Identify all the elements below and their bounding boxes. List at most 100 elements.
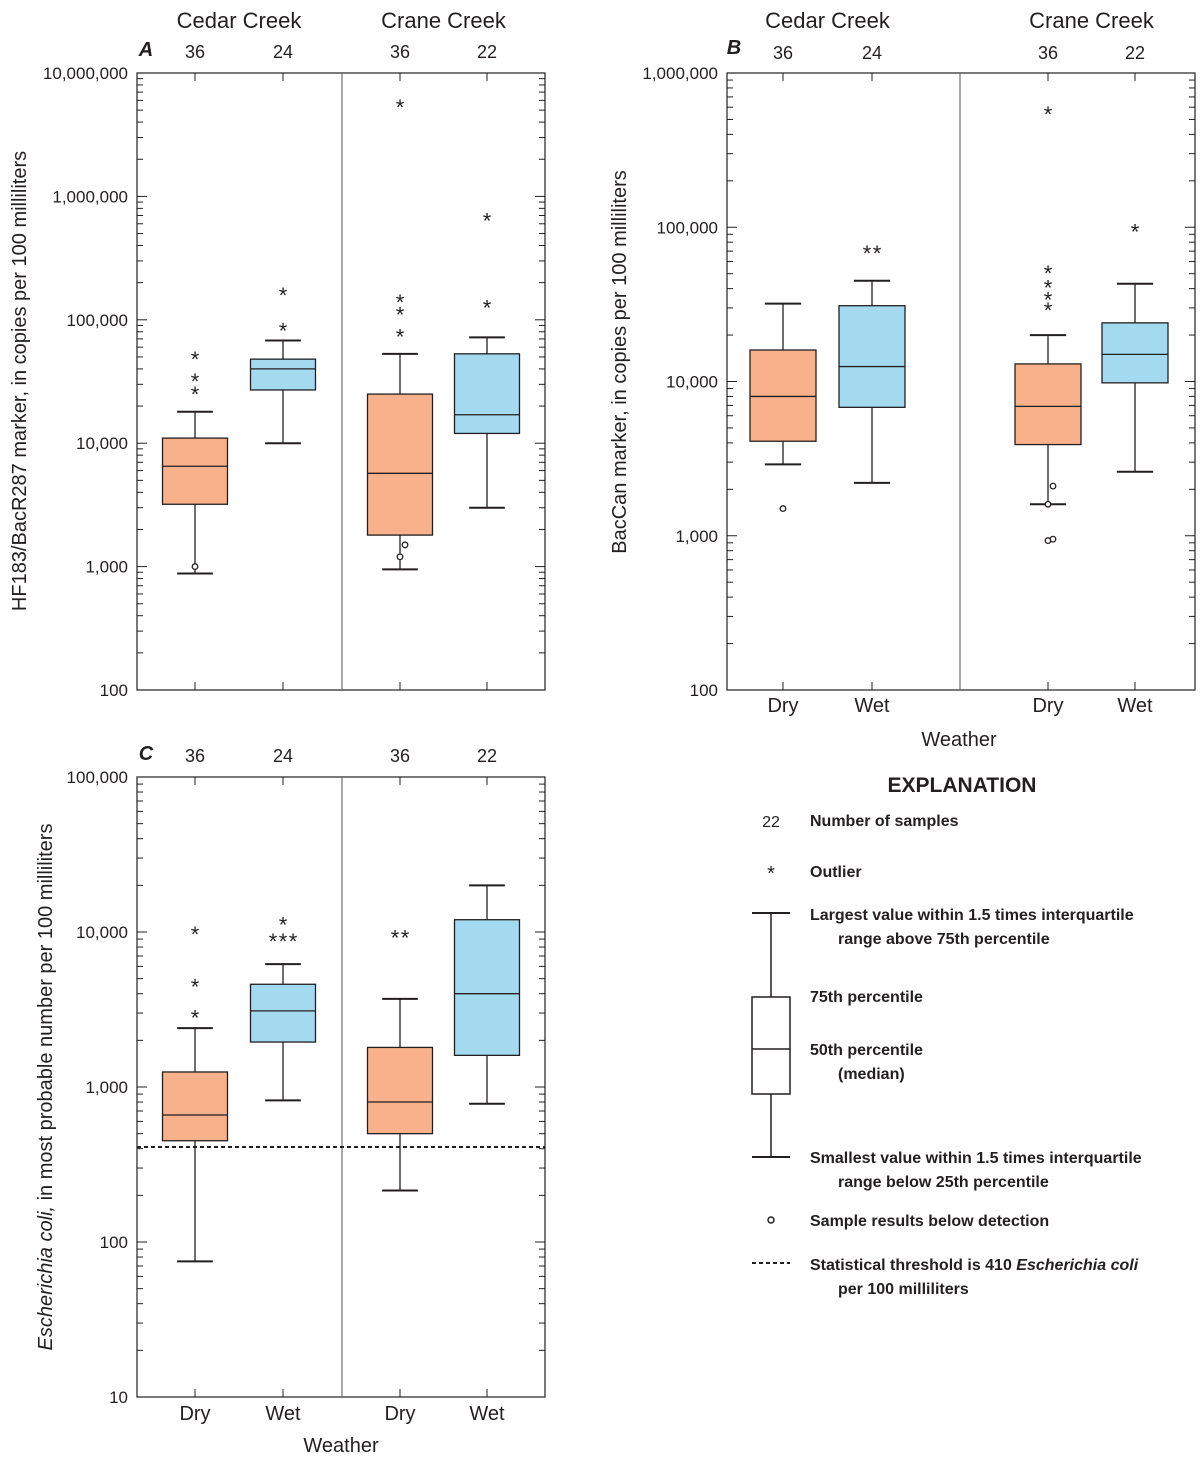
outlier-point: *	[863, 241, 872, 266]
iqr-box	[161, 437, 229, 505]
iqr-box	[749, 349, 817, 442]
outlier-point: *	[191, 974, 200, 999]
outlier-point: *	[396, 302, 405, 327]
outlier-point: *	[191, 369, 200, 394]
y-axis-title-rest: in most probable number per 100 millilit…	[35, 824, 57, 1206]
y-axis-title: HF183/BacR287 marker, in copies per 100 …	[9, 151, 31, 611]
outlier-point: *	[279, 283, 288, 308]
y-tick-label: 10,000	[76, 434, 128, 453]
boxplot-crane-creek-dry: 36****	[366, 42, 434, 571]
site-label: Cedar Creek	[765, 8, 891, 33]
boxplot-cedar-creek-dry: 36***	[161, 42, 229, 575]
legend-p50-line2: (median)	[838, 1066, 905, 1083]
y-tick-label: 1,000,000	[642, 64, 718, 83]
outlier-point: *	[396, 325, 405, 350]
outlier-point: *	[401, 925, 410, 950]
below-detection-point	[1049, 482, 1057, 490]
outlier-point: *	[269, 929, 278, 954]
y-tick-label: 10	[109, 1388, 128, 1407]
panel-b: 100 1,000 10,000 100,000 1,000,000 B Cedar Cre…	[609, 8, 1196, 751]
legend-box	[751, 996, 791, 1095]
outlier-point: *	[191, 1005, 200, 1030]
iqr-box	[453, 919, 521, 1057]
outlier-point: *	[1044, 298, 1053, 323]
legend-sample-number: 22	[762, 814, 780, 831]
outlier-point: *	[483, 296, 492, 321]
y-tick-label: 1,000	[675, 527, 718, 546]
legend-largest-line1: Largest value within 1.5 times interquar…	[810, 907, 1134, 924]
iqr-box	[366, 393, 434, 536]
plot-frame	[136, 72, 546, 691]
legend-number-of-samples-label: Number of samples	[810, 813, 959, 830]
boxplot-cedar-creek-wet: 24 Wet * *	[838, 43, 906, 717]
explanation-title: EXPLANATION	[888, 774, 1037, 797]
sample-count-label: 36	[390, 42, 410, 62]
boxplot-crane-creek-wet: 22 * *	[453, 42, 521, 509]
category-label: Dry	[767, 695, 798, 717]
y-tick-label: 100	[100, 681, 128, 700]
below-detection-point	[1049, 535, 1057, 543]
legend-outlier-label: Outlier	[810, 864, 862, 881]
panel-label: C	[139, 743, 154, 765]
category-label: Wet	[265, 1403, 301, 1425]
iqr-box	[453, 353, 521, 435]
outlier-point: *	[279, 929, 288, 954]
sample-count-label: 36	[1038, 43, 1058, 63]
sample-count-label: 36	[185, 42, 205, 62]
legend-smallest-line1: Smallest value within 1.5 times interqua…	[810, 1150, 1142, 1167]
below-detection-point	[401, 541, 409, 549]
y-tick-label: 1,000	[85, 558, 128, 577]
iqr-box	[161, 1071, 229, 1142]
outlier-point: *	[396, 95, 405, 120]
outlier-point: *	[391, 925, 400, 950]
outlier-point: *	[483, 209, 492, 234]
site-label: Cedar Creek	[177, 8, 303, 33]
legend-p50-line1: 50th percentile	[810, 1042, 923, 1059]
panel-label: A	[138, 39, 153, 61]
panel-label: B	[727, 37, 741, 59]
legend-threshold-text: Statistical threshold is 410	[810, 1257, 1016, 1274]
outlier-point: *	[1044, 275, 1053, 300]
y-tick-label: 100,000	[67, 768, 128, 787]
boxplot-cedar-creek-dry: 36 Dry * * *	[161, 746, 229, 1425]
iqr-box	[249, 983, 317, 1043]
boxplot-crane-creek-dry: 36 Dry * *	[366, 746, 434, 1425]
outlier-point: *	[1044, 288, 1053, 313]
outlier-point: *	[191, 382, 200, 407]
y-axis-title-species: Escherichia coli,	[35, 1206, 57, 1351]
iqr-box	[1101, 322, 1169, 384]
category-label: Wet	[1117, 695, 1153, 717]
legend-smallest-line2: range below 25th percentile	[838, 1174, 1049, 1191]
sample-count-label: 24	[273, 42, 293, 62]
boxplot-cedar-creek-wet: 24 * *	[249, 42, 317, 445]
iqr-box	[366, 1046, 434, 1135]
iqr-box	[249, 358, 317, 391]
y-tick-label: 100,000	[657, 218, 718, 237]
x-axis-title: Weather	[921, 729, 997, 751]
site-label: Crane Creek	[381, 8, 507, 33]
y-tick-label: 1,000,000	[52, 187, 128, 206]
outlier-point: *	[191, 922, 200, 947]
x-axis-title: Weather	[303, 1435, 379, 1457]
outlier-point: *	[873, 241, 882, 266]
iqr-box	[838, 305, 906, 408]
legend-below-detection-symbol	[767, 1216, 775, 1224]
y-tick-label: 1,000	[85, 1078, 128, 1097]
category-label: Dry	[1032, 695, 1063, 717]
explanation-legend: EXPLANATION 22 Number of samples * Outli…	[751, 774, 1142, 1298]
outlier-point: *	[191, 347, 200, 372]
sample-count-label: 22	[477, 746, 497, 766]
legend-largest-line2: range above 75th percentile	[838, 931, 1050, 948]
sample-count-label: 22	[1125, 43, 1145, 63]
panel-a: 100 1,000 10,000 100,000 1,000,000 10,000,000…	[9, 8, 546, 700]
category-label: Dry	[384, 1403, 415, 1425]
y-tick-label: 10,000	[666, 373, 718, 392]
y-axis-title: BacCan marker, in copies per 100 millili…	[609, 170, 631, 554]
y-tick-label: 10,000	[76, 923, 128, 942]
y-tick-label: 100	[100, 1233, 128, 1252]
y-axis-title: Escherichia coli, in most probable numbe…	[35, 824, 57, 1351]
legend-outlier-symbol: *	[767, 863, 775, 885]
sample-count-label: 36	[773, 43, 793, 63]
below-detection-point	[396, 553, 404, 561]
